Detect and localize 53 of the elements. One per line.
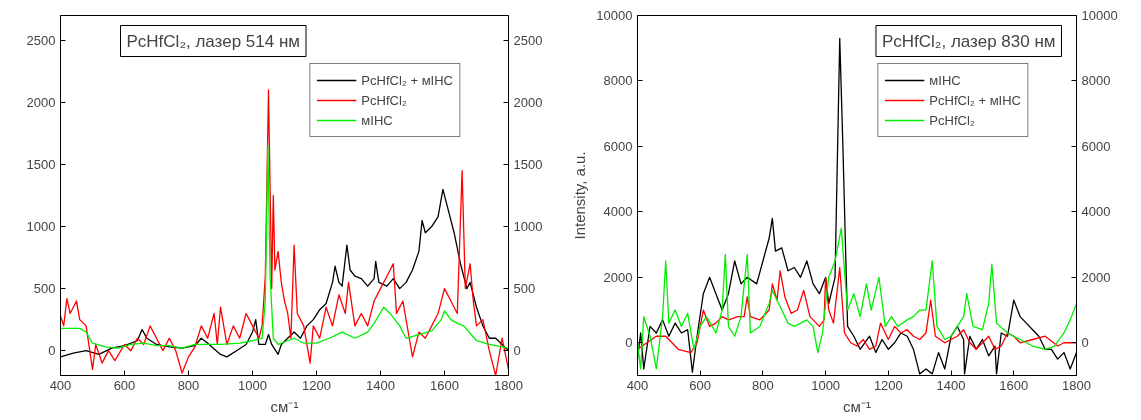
legend-label: мІНС bbox=[929, 72, 961, 88]
y-tick-label: 10000 bbox=[596, 8, 633, 23]
x-tick-label: 1200 bbox=[302, 377, 331, 393]
y-tick-label: 0 bbox=[48, 343, 56, 359]
x-tick-label: 1000 bbox=[811, 377, 841, 393]
x-tick-label: 1800 bbox=[1062, 377, 1091, 393]
x-tick-label: 1000 bbox=[238, 377, 267, 393]
x-axis-title: см⁻¹ bbox=[843, 397, 871, 415]
x-tick-label: 1200 bbox=[873, 377, 903, 393]
y2-tick-label: 2500 bbox=[513, 32, 543, 48]
text: PcHfCl₂, лазер 514 нм bbox=[126, 31, 301, 51]
x-tick-label: 800 bbox=[177, 377, 200, 393]
y2-tick-label: 0 bbox=[1081, 335, 1089, 351]
y2-tick-label: 8000 bbox=[1081, 73, 1111, 89]
x-tick-label: 600 bbox=[689, 377, 712, 393]
y-tick-label: 4000 bbox=[603, 204, 633, 220]
text: PcHfCl₂, лазер 830 нм bbox=[881, 31, 1056, 51]
y2-tick-label: 4000 bbox=[1081, 204, 1111, 220]
y2-tick-label: 1000 bbox=[513, 219, 543, 235]
y-axis-title: Intensity, a.u. bbox=[571, 151, 589, 240]
x-axis-title: см⁻¹ bbox=[270, 397, 299, 415]
y-tick-label: 2000 bbox=[603, 269, 633, 285]
x-tick-label: 400 bbox=[626, 377, 649, 393]
legend-label: PcHfCl₂ + мІНС bbox=[929, 92, 1021, 108]
line-series bbox=[637, 227, 1077, 370]
y2-tick-label: 10000 bbox=[1081, 8, 1118, 23]
y2-tick-label: 1500 bbox=[513, 156, 543, 172]
x-tick-label: 1600 bbox=[430, 377, 459, 393]
y2-tick-label: 6000 bbox=[1081, 138, 1111, 154]
y-tick-label: 2500 bbox=[26, 32, 56, 48]
x-tick-label: 800 bbox=[752, 377, 774, 393]
legend-label: PcHfCl₂ + мІНС bbox=[361, 72, 453, 88]
x-tick-label: 1800 bbox=[494, 377, 523, 393]
y2-tick-label: 2000 bbox=[1081, 269, 1111, 285]
y-tick-label: 1000 bbox=[26, 219, 56, 235]
x-tick-label: 1600 bbox=[999, 377, 1029, 393]
line-series bbox=[60, 145, 509, 349]
legend-label: PcHfCl₂ bbox=[361, 92, 407, 108]
y2-tick-label: 0 bbox=[513, 343, 521, 359]
y-tick-label: 8000 bbox=[603, 73, 633, 89]
legend-label: PcHfCl₂ bbox=[929, 112, 975, 128]
y-tick-label: 2000 bbox=[26, 94, 56, 110]
x-tick-label: 400 bbox=[49, 377, 72, 393]
x-tick-label: 1400 bbox=[366, 377, 395, 393]
y-tick-label: 500 bbox=[33, 281, 56, 297]
y2-tick-label: 2000 bbox=[513, 94, 543, 110]
y-tick-label: 1500 bbox=[26, 156, 56, 172]
y-tick-label: 0 bbox=[625, 335, 633, 351]
x-tick-label: 1400 bbox=[936, 377, 966, 393]
legend-label: мІНС bbox=[361, 112, 393, 128]
x-tick-label: 600 bbox=[113, 377, 136, 393]
y2-tick-label: 500 bbox=[513, 281, 536, 297]
y-tick-label: 6000 bbox=[603, 138, 633, 154]
